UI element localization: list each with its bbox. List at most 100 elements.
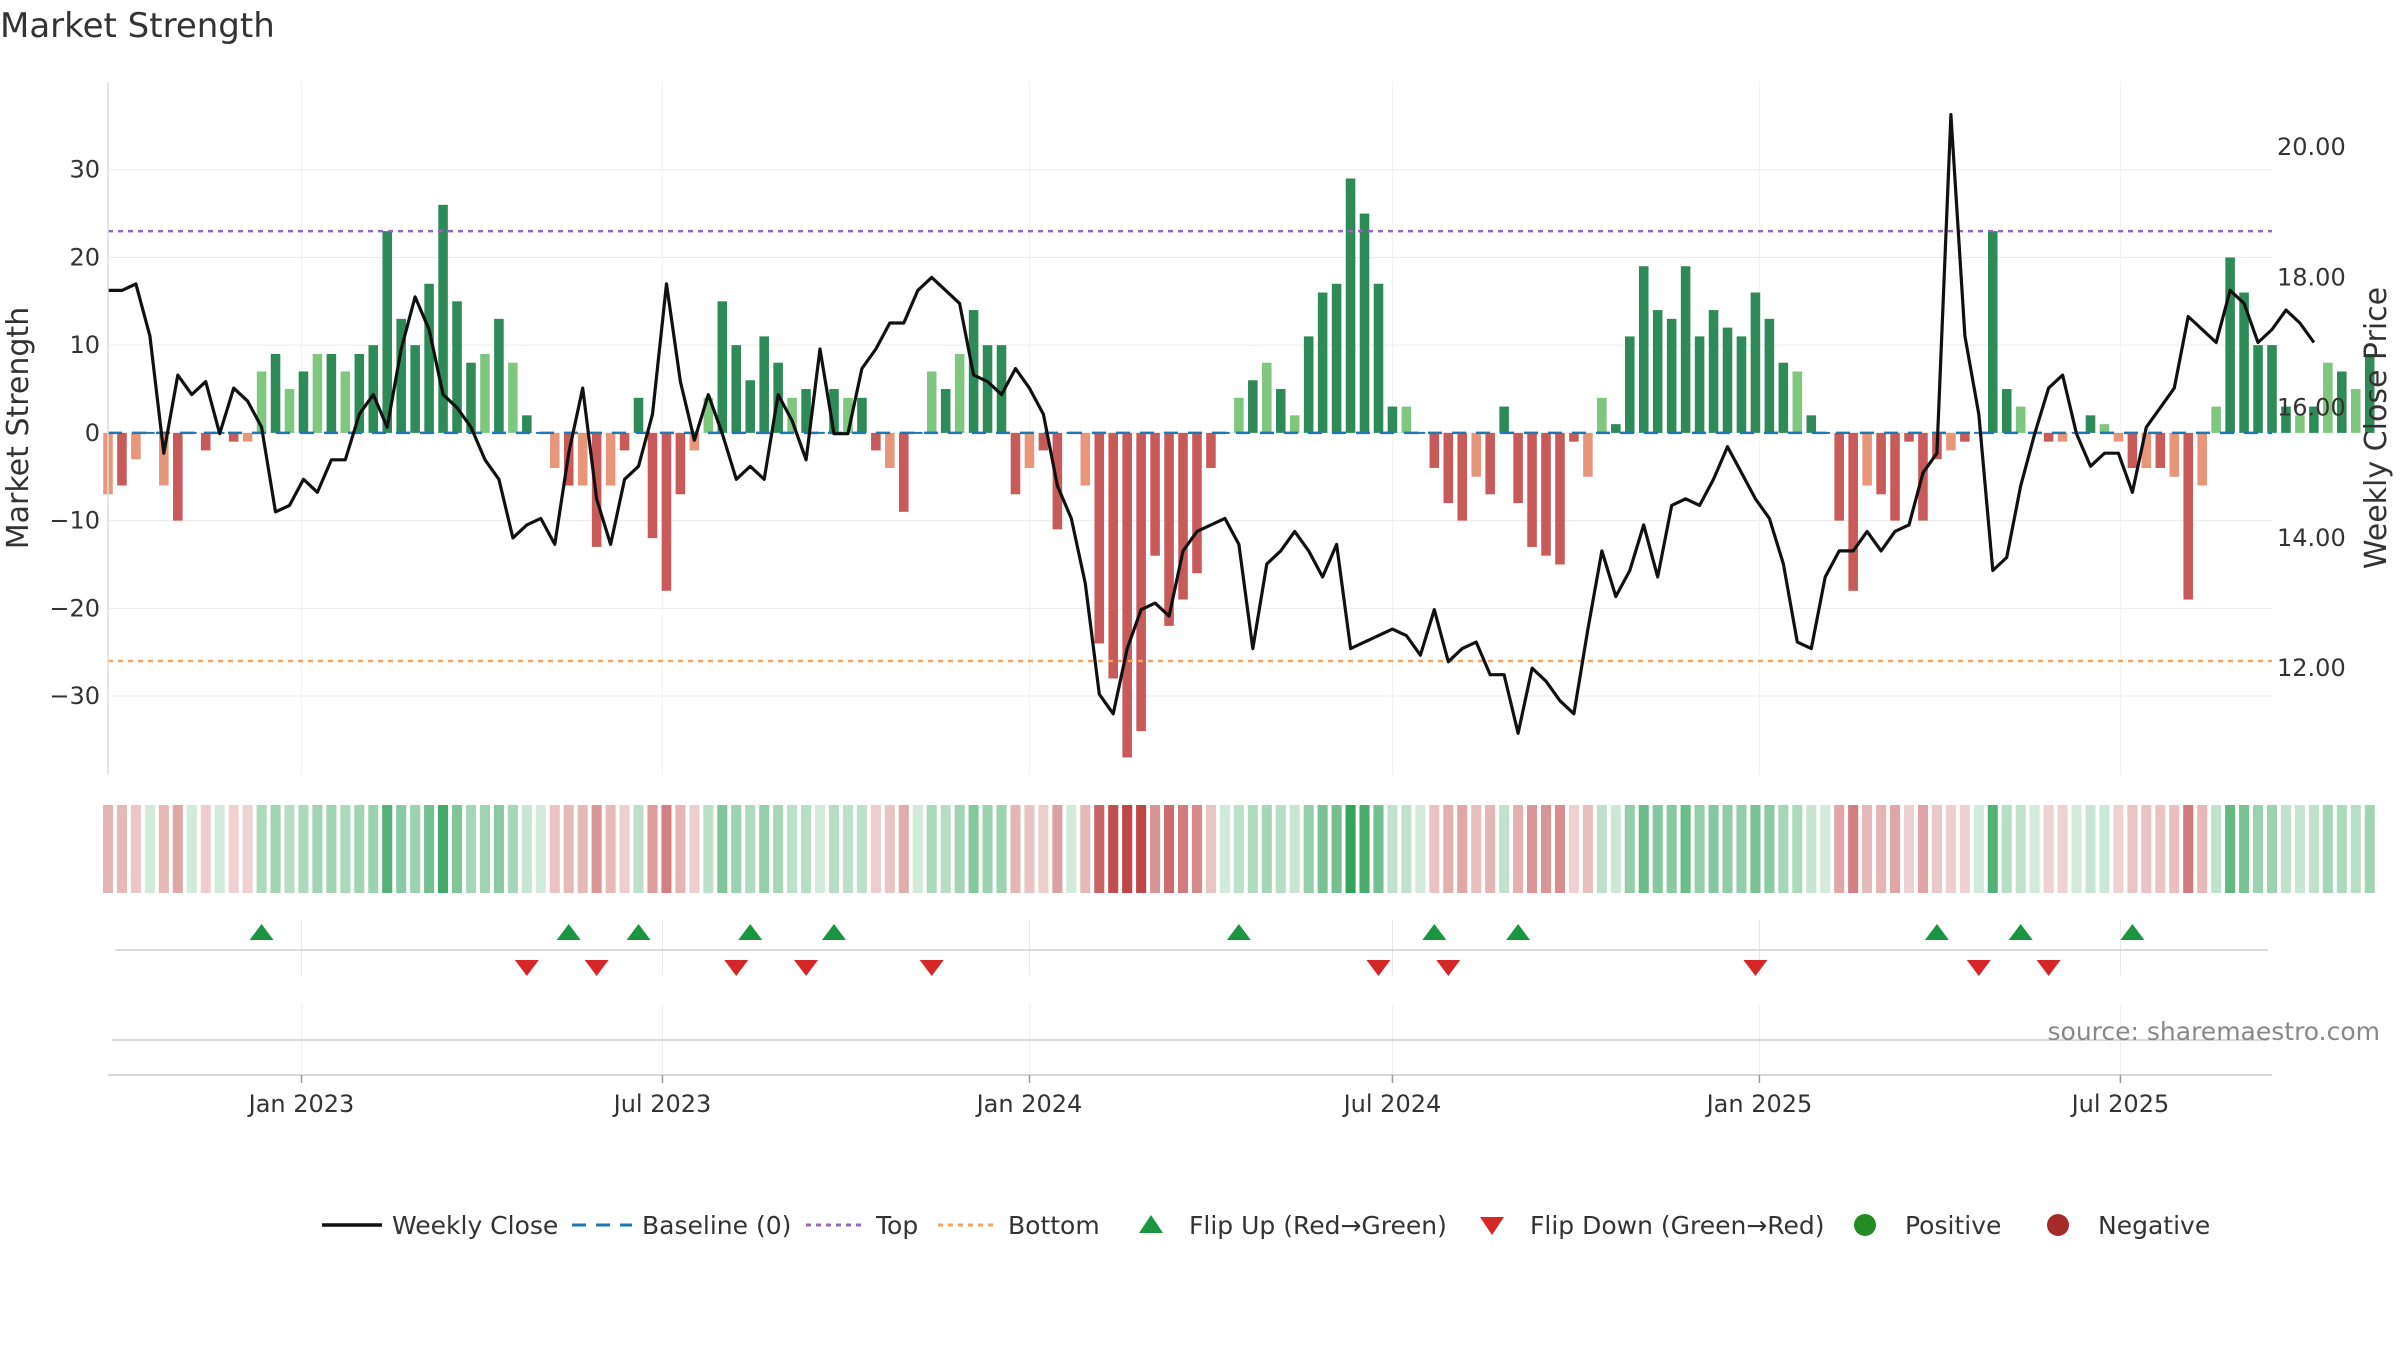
strip-cell [507,805,518,893]
strength-bar [2253,345,2263,433]
strength-bar [480,353,490,433]
x-tick-label: Jan 2024 [975,1090,1083,1118]
strip-cell [1582,805,1593,893]
strip-cell [479,805,490,893]
legend-item-close: Weekly Close [322,1211,558,1240]
strength-bar [1317,292,1328,433]
strength-bar [1401,406,1412,433]
strength-bar [2239,292,2249,433]
flip-down-marker [1743,960,1768,976]
strength-bar [2099,424,2110,433]
strip-cell [2043,805,2054,893]
strength-bar [577,432,588,486]
strip-cell [1527,805,1538,893]
strength-bar [661,432,672,591]
strength-bar [1625,336,1635,433]
flip-up-marker [1226,924,1251,940]
strength-bar [703,397,714,433]
flip-down-marker [2036,960,2061,976]
strip-cell [396,805,407,893]
strip-cell [549,805,560,893]
strength-bar [2141,432,2152,468]
strip-cell [340,805,351,893]
strip-cell [1247,805,1258,893]
strength-bar [1611,424,1621,433]
strength-bar [1024,432,1035,468]
strip-cell [1359,805,1370,893]
strength-bar [2364,353,2375,433]
strip-cell [787,805,798,893]
strength-bar [1708,310,1719,433]
strip-cell [926,805,937,893]
strip-cell [884,805,895,893]
strength-bar [2211,406,2221,433]
y-left-tick-label: 20 [69,243,100,271]
strength-bar [1666,318,1677,433]
strip-cell [1931,805,1942,893]
strength-bar [940,389,951,433]
flip-up-marker [1924,924,1949,940]
strip-cell [312,805,323,893]
strength-bar [242,432,253,442]
strength-bar [522,415,532,433]
strength-bar [2127,432,2138,468]
strength-bar [787,397,797,433]
strip-cell [172,805,183,893]
strip-cell [1652,805,1663,893]
strip-cell [689,805,700,893]
legend-label: Positive [1905,1211,2001,1240]
flip-down-marker [1366,960,1391,976]
strip-cell [2308,805,2319,893]
strength-bar [396,318,406,433]
strip-cell [1401,805,1412,893]
strip-cell [2197,805,2208,893]
strength-bars [103,178,2375,758]
strip-cell [1736,805,1747,893]
strength-heat-strip [102,805,2375,893]
strip-cell [2015,805,2026,893]
strip-cell [563,805,574,893]
strength-bar [1527,432,1537,547]
strip-cell [1987,805,1998,893]
strip-cell [1848,805,1859,893]
strip-cell [1973,805,1984,893]
strength-bar [1331,283,1342,433]
strip-cell [284,805,295,893]
y-left-tick-label: −20 [49,594,100,622]
strength-bar [2225,257,2235,433]
strength-bar [452,301,462,433]
strip-cell [1834,805,1845,893]
strip-cell [410,805,421,893]
strip-cell [1233,805,1244,893]
strip-cell [773,805,784,893]
strip-cell [1415,805,1426,893]
strip-cell [1485,805,1496,893]
legend-item-negative: Negative [2047,1211,2210,1240]
strip-cell [1903,805,1915,893]
strip-cell [1275,805,1286,893]
strength-bar [717,301,728,433]
strength-bar [1387,406,1398,433]
strip-cell [368,805,379,893]
strip-cell [2169,805,2180,893]
y-left-axis-title: Market Strength [1,307,36,549]
strength-bar [312,353,323,433]
reference-lines [108,229,2272,663]
strip-cell [2099,805,2110,893]
flip-up-marker [626,924,651,940]
strength-bar [1359,213,1370,433]
strength-bar [173,432,183,521]
strip-cell [619,805,630,893]
y-left-tick-label: 0 [85,419,100,447]
y-left-tick-label: 10 [69,331,100,359]
strip-cell [605,805,616,893]
strip-cell [661,805,672,893]
flip-down-marker [1966,960,1991,976]
strip-cell [102,805,114,893]
legend-label: Flip Up (Red→Green) [1189,1211,1447,1240]
strength-bar [1834,432,1844,521]
strength-bar [1443,432,1454,504]
strength-bar [228,432,239,442]
strength-bar [1345,178,1356,433]
